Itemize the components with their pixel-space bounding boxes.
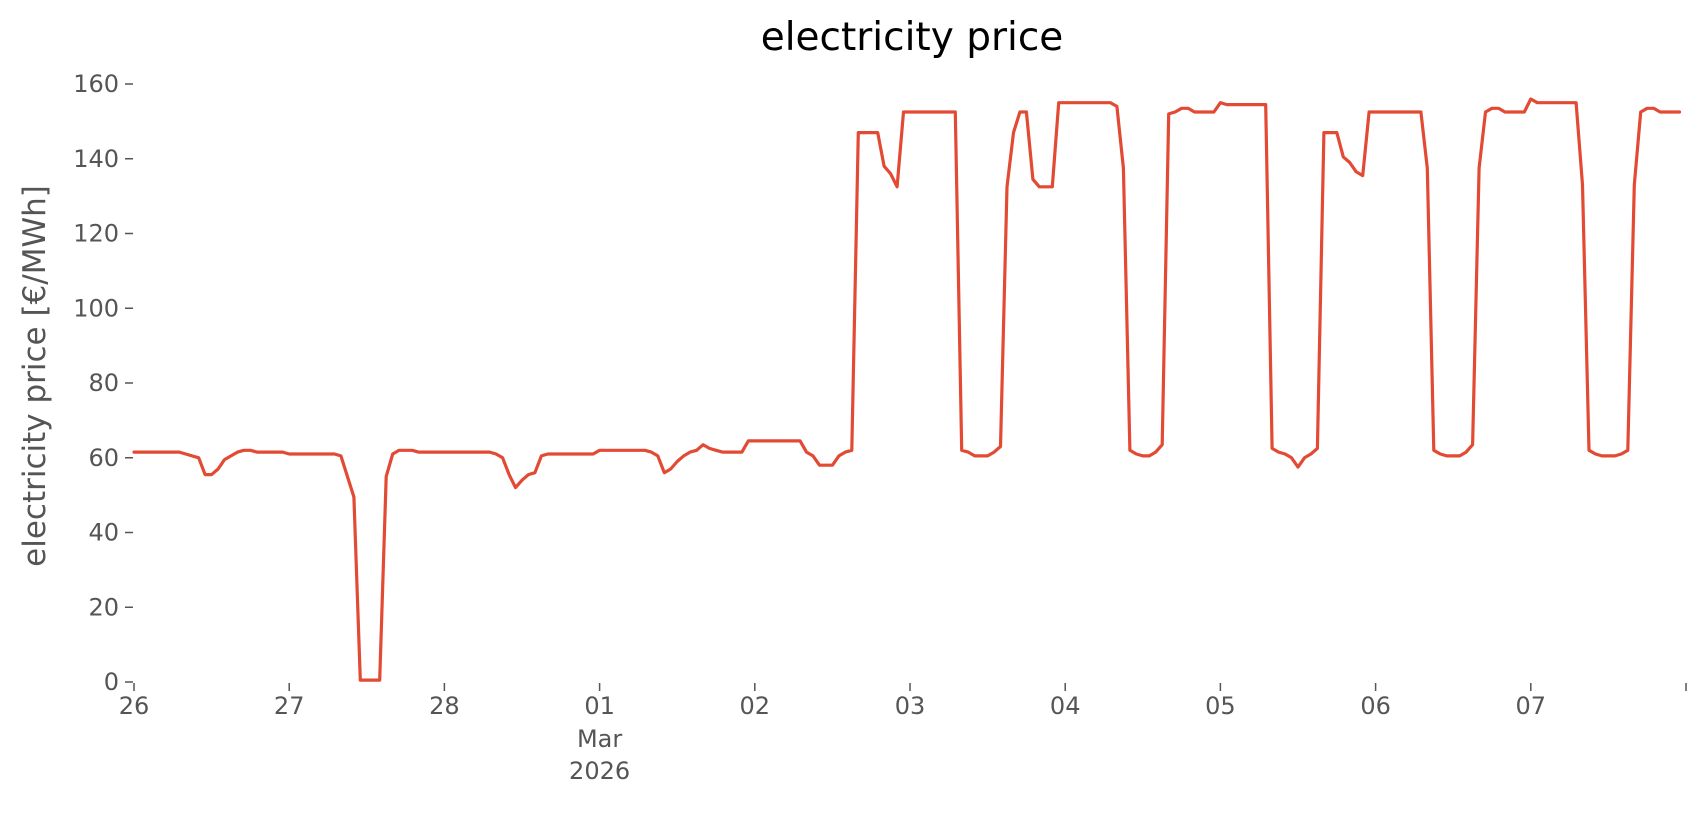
x-tick-label: 02 [740, 692, 771, 720]
x-tick-label: 01 [584, 692, 615, 720]
x-axis: 26 27 28 01 Mar 2026 02 03 04 05 06 07 [119, 683, 1687, 785]
y-tick-label: 80 [88, 369, 119, 397]
x-tick-label: 03 [895, 692, 926, 720]
y-tick-label: 140 [73, 145, 119, 173]
y-axis-label: electricity price [€/MWh] [17, 185, 53, 567]
y-tick-label: 160 [73, 70, 119, 98]
x-tick-label: 26 [119, 692, 150, 720]
y-tick-label: 0 [104, 668, 119, 696]
x-tick-label: 07 [1516, 692, 1547, 720]
x-tick-label: 05 [1205, 692, 1236, 720]
x-tick-label: 04 [1050, 692, 1081, 720]
x-tick-label: 06 [1360, 692, 1391, 720]
y-axis: 0 20 40 60 80 100 120 140 160 [73, 70, 133, 696]
y-tick-label: 100 [73, 294, 119, 322]
y-tick-label: 60 [88, 444, 119, 472]
x-tick-label: 28 [429, 692, 460, 720]
price-line [132, 97, 1682, 682]
y-tick-label: 120 [73, 220, 119, 248]
x-tick-sublabel: Mar [577, 725, 622, 753]
y-tick-label: 20 [88, 593, 119, 621]
x-tick-label: 27 [274, 692, 305, 720]
y-tick-label: 40 [88, 519, 119, 547]
series-layer [132, 97, 1682, 682]
x-tick-sublabel: 2026 [569, 757, 630, 785]
chart-title: electricity price [761, 15, 1064, 60]
